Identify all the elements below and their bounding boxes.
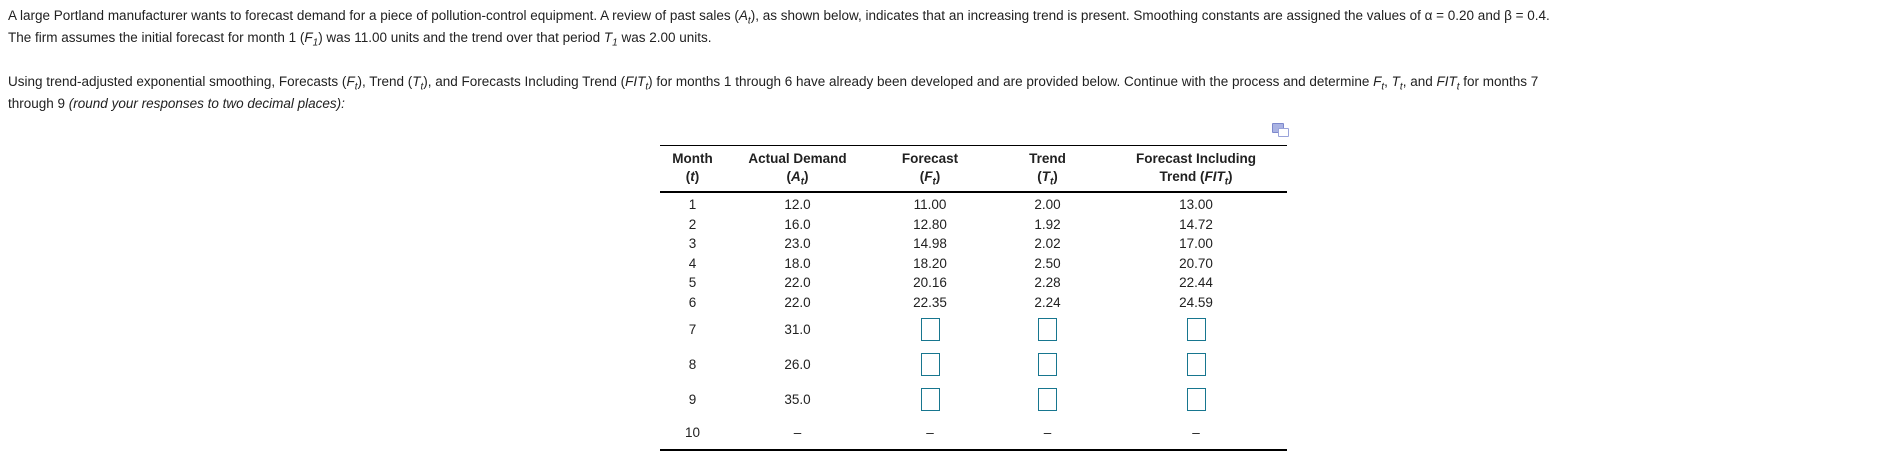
month-cell: 2 xyxy=(688,216,697,232)
problem-text-line: through 9 (round your responses to two d… xyxy=(8,96,345,111)
table-row: 10 – – – – xyxy=(660,417,1287,447)
col-header-line: Actual Demand xyxy=(748,151,847,166)
trend-cell xyxy=(990,388,1105,411)
forecast-cell: 20.16 xyxy=(913,275,947,291)
actual-demand-cell: 18.0 xyxy=(784,255,811,271)
month-cell: 3 xyxy=(688,236,697,252)
actual-demand-cell: 22.0 xyxy=(784,275,811,291)
fit-cell: 24.59 xyxy=(1179,294,1213,310)
col-header-line: Forecast xyxy=(901,151,959,166)
trend-cell: 2.50 xyxy=(1034,255,1061,271)
forecast-input-month9[interactable] xyxy=(920,388,940,411)
problem-text-line: The firm assumes the initial forecast fo… xyxy=(8,30,712,49)
table-row-answer: 9 35.0 xyxy=(660,382,1287,417)
table-row: 5 22.0 20.16 2.28 22.44 xyxy=(660,273,1287,293)
forecast-cell: – xyxy=(926,424,934,440)
actual-demand-cell: 35.0 xyxy=(784,392,811,407)
actual-demand-cell: 22.0 xyxy=(784,294,811,310)
forecast-cell: 11.00 xyxy=(913,197,947,213)
month-cell: 8 xyxy=(688,357,697,372)
trend-cell xyxy=(990,353,1105,376)
problem-statement-paragraph-1: A large Portland manufacturer wants to f… xyxy=(8,5,1894,49)
table-row: 2 16.0 12.80 1.92 14.72 xyxy=(660,215,1287,235)
actual-demand-cell: 26.0 xyxy=(784,357,811,372)
table-body: 1 12.0 11.00 2.00 13.00 2 16.0 12.80 1.9… xyxy=(660,193,1287,451)
table-row: 1 12.0 11.00 2.00 13.00 xyxy=(660,195,1287,215)
month-cell: 4 xyxy=(688,255,697,271)
forecast-input-month8[interactable] xyxy=(920,353,940,376)
trend-input-month8[interactable] xyxy=(1038,353,1057,376)
table-header-row: Month (t) Actual Demand (At) Forecast (F… xyxy=(660,145,1287,193)
forecast-cell xyxy=(870,318,990,341)
month-cell: 5 xyxy=(688,275,697,291)
forecast-input-month7[interactable] xyxy=(920,318,940,341)
fit-cell: 17.00 xyxy=(1179,236,1213,252)
col-header-line: (Tt) xyxy=(1037,169,1058,188)
trend-cell: 2.28 xyxy=(1034,275,1061,291)
forecast-cell xyxy=(870,353,990,376)
month-cell: 9 xyxy=(688,392,697,407)
forecast-cell: 22.35 xyxy=(913,294,947,310)
month-cell: 10 xyxy=(684,424,701,440)
fit-cell xyxy=(1105,388,1287,411)
trend-cell: – xyxy=(1043,424,1052,440)
fit-input-month7[interactable] xyxy=(1186,318,1206,341)
trend-input-month9[interactable] xyxy=(1038,388,1057,411)
actual-demand-cell: 16.0 xyxy=(784,216,811,232)
col-header-month: Month (t) xyxy=(660,150,725,186)
trend-input-month7[interactable] xyxy=(1038,318,1057,341)
col-header-line: Forecast Including xyxy=(1135,151,1257,166)
fit-cell: 14.72 xyxy=(1179,216,1213,232)
actual-demand-cell: – xyxy=(793,424,802,440)
forecast-table: Month (t) Actual Demand (At) Forecast (F… xyxy=(660,145,1287,451)
problem-statement-paragraph-2: Using trend-adjusted exponential smoothi… xyxy=(8,71,1894,115)
forecast-cell: 12.80 xyxy=(913,216,947,232)
fit-input-month9[interactable] xyxy=(1186,388,1206,411)
trend-cell xyxy=(990,318,1105,341)
month-cell: 1 xyxy=(688,197,697,213)
fit-cell: – xyxy=(1192,424,1200,440)
col-header-line: Trend (FITt) xyxy=(1159,169,1233,188)
col-header-fit: Forecast Including Trend (FITt) xyxy=(1105,150,1287,188)
fit-input-month8[interactable] xyxy=(1186,353,1206,376)
fit-cell: 20.70 xyxy=(1179,255,1213,271)
month-cell: 6 xyxy=(688,294,697,310)
month-cell: 7 xyxy=(688,322,697,337)
fit-cell xyxy=(1105,353,1287,376)
table-row-answer: 7 31.0 xyxy=(660,312,1287,347)
col-header-line: Month xyxy=(672,151,713,166)
table-popout-icon[interactable] xyxy=(1272,123,1290,139)
col-header-forecast: Forecast (Ft) xyxy=(870,150,990,188)
table-row: 3 23.0 14.98 2.02 17.00 xyxy=(660,234,1287,254)
actual-demand-cell: 23.0 xyxy=(784,236,811,252)
actual-demand-cell: 12.0 xyxy=(784,197,811,213)
trend-cell: 2.02 xyxy=(1034,236,1061,252)
col-header-trend: Trend (Tt) xyxy=(990,150,1105,188)
fit-cell: 22.44 xyxy=(1179,275,1213,291)
forecast-cell: 18.20 xyxy=(913,255,947,271)
actual-demand-cell: 31.0 xyxy=(784,322,811,337)
trend-cell: 1.92 xyxy=(1034,216,1061,232)
trend-cell: 2.00 xyxy=(1034,197,1061,213)
forecast-cell: 14.98 xyxy=(913,236,947,252)
problem-text-line: A large Portland manufacturer wants to f… xyxy=(8,8,1550,27)
table-row: 4 18.0 18.20 2.50 20.70 xyxy=(660,254,1287,274)
col-header-line: (t) xyxy=(685,169,700,184)
popout-icon-front-window xyxy=(1278,128,1289,137)
fit-cell: 13.00 xyxy=(1179,197,1213,213)
table-row: 6 22.0 22.35 2.24 24.59 xyxy=(660,293,1287,313)
forecast-cell xyxy=(870,388,990,411)
fit-cell xyxy=(1105,318,1287,341)
col-header-line: (At) xyxy=(786,169,809,188)
trend-cell: 2.24 xyxy=(1034,294,1061,310)
col-header-line: Trend xyxy=(1029,151,1066,166)
col-header-line: (Ft) xyxy=(919,169,941,188)
table-row-answer: 8 26.0 xyxy=(660,347,1287,382)
col-header-actual-demand: Actual Demand (At) xyxy=(725,150,870,188)
problem-text-line: Using trend-adjusted exponential smoothi… xyxy=(8,74,1539,93)
